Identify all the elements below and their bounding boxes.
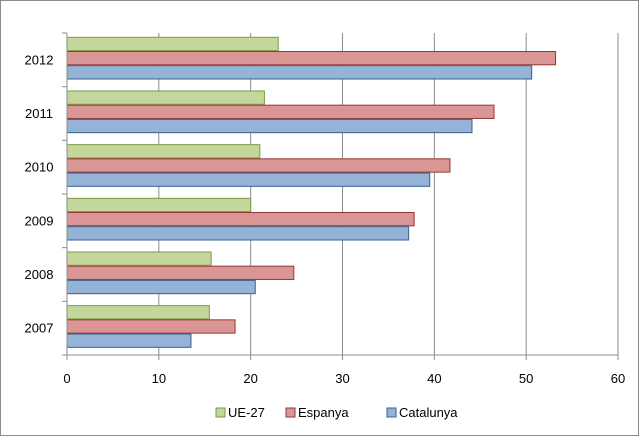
bar-catalunya-2008 — [66, 279, 256, 295]
y-tick-label-2011: 2011 — [25, 106, 53, 121]
legend-swatch-ue-27 — [215, 407, 226, 418]
grid-lines — [158, 33, 619, 355]
bar-espanya-2010 — [66, 158, 451, 173]
y-tick-label-2010: 2010 — [25, 160, 54, 175]
legend-label-espanya: Espanya — [298, 405, 349, 420]
x-tick-label-0: 0 — [63, 371, 70, 386]
y-tick-label-2007: 2007 — [25, 321, 54, 336]
x-tick-label-50: 50 — [519, 371, 533, 386]
legend-label-ue-27: UE-27 — [228, 405, 265, 420]
bar-ue-27-2009 — [66, 197, 252, 213]
x-tick-label-40: 40 — [427, 371, 441, 386]
x-tick-label-20: 20 — [243, 371, 257, 386]
bar-catalunya-2009 — [66, 226, 410, 241]
y-tick-label-2008: 2008 — [25, 267, 54, 282]
bar-espanya-2008 — [66, 265, 295, 280]
bars — [66, 36, 557, 348]
bar-ue-27-2007 — [66, 305, 210, 320]
legend: UE-27 Espanya Catalunya — [215, 405, 458, 420]
axes: 2007 2008 2009 2010 2011 2012 0 10 20 30 40 50 60 — [25, 32, 625, 386]
bar-catalunya-2010 — [66, 172, 431, 187]
bar-catalunya-2011 — [66, 118, 473, 134]
x-tick-label-60: 60 — [611, 371, 625, 386]
bar-espanya-2012 — [66, 51, 557, 66]
bar-catalunya-2007 — [66, 333, 192, 348]
bar-ue-27-2011 — [66, 90, 265, 105]
bar-ue-27-2012 — [66, 36, 279, 52]
x-tick-label-30: 30 — [335, 371, 349, 386]
legend-label-catalunya: Catalunya — [399, 405, 458, 420]
y-tick-label-2009: 2009 — [25, 213, 54, 228]
legend-swatch-catalunya — [386, 407, 397, 418]
bar-espanya-2007 — [66, 319, 236, 334]
bar-catalunya-2012 — [66, 65, 533, 80]
x-tick-label-10: 10 — [152, 371, 166, 386]
y-tick-label-2012: 2012 — [25, 52, 54, 67]
bar-ue-27-2010 — [66, 144, 261, 159]
bar-ue-27-2008 — [66, 251, 212, 266]
bar-espanya-2009 — [66, 212, 415, 227]
legend-swatch-espanya — [285, 407, 296, 418]
bar-espanya-2011 — [66, 104, 495, 119]
